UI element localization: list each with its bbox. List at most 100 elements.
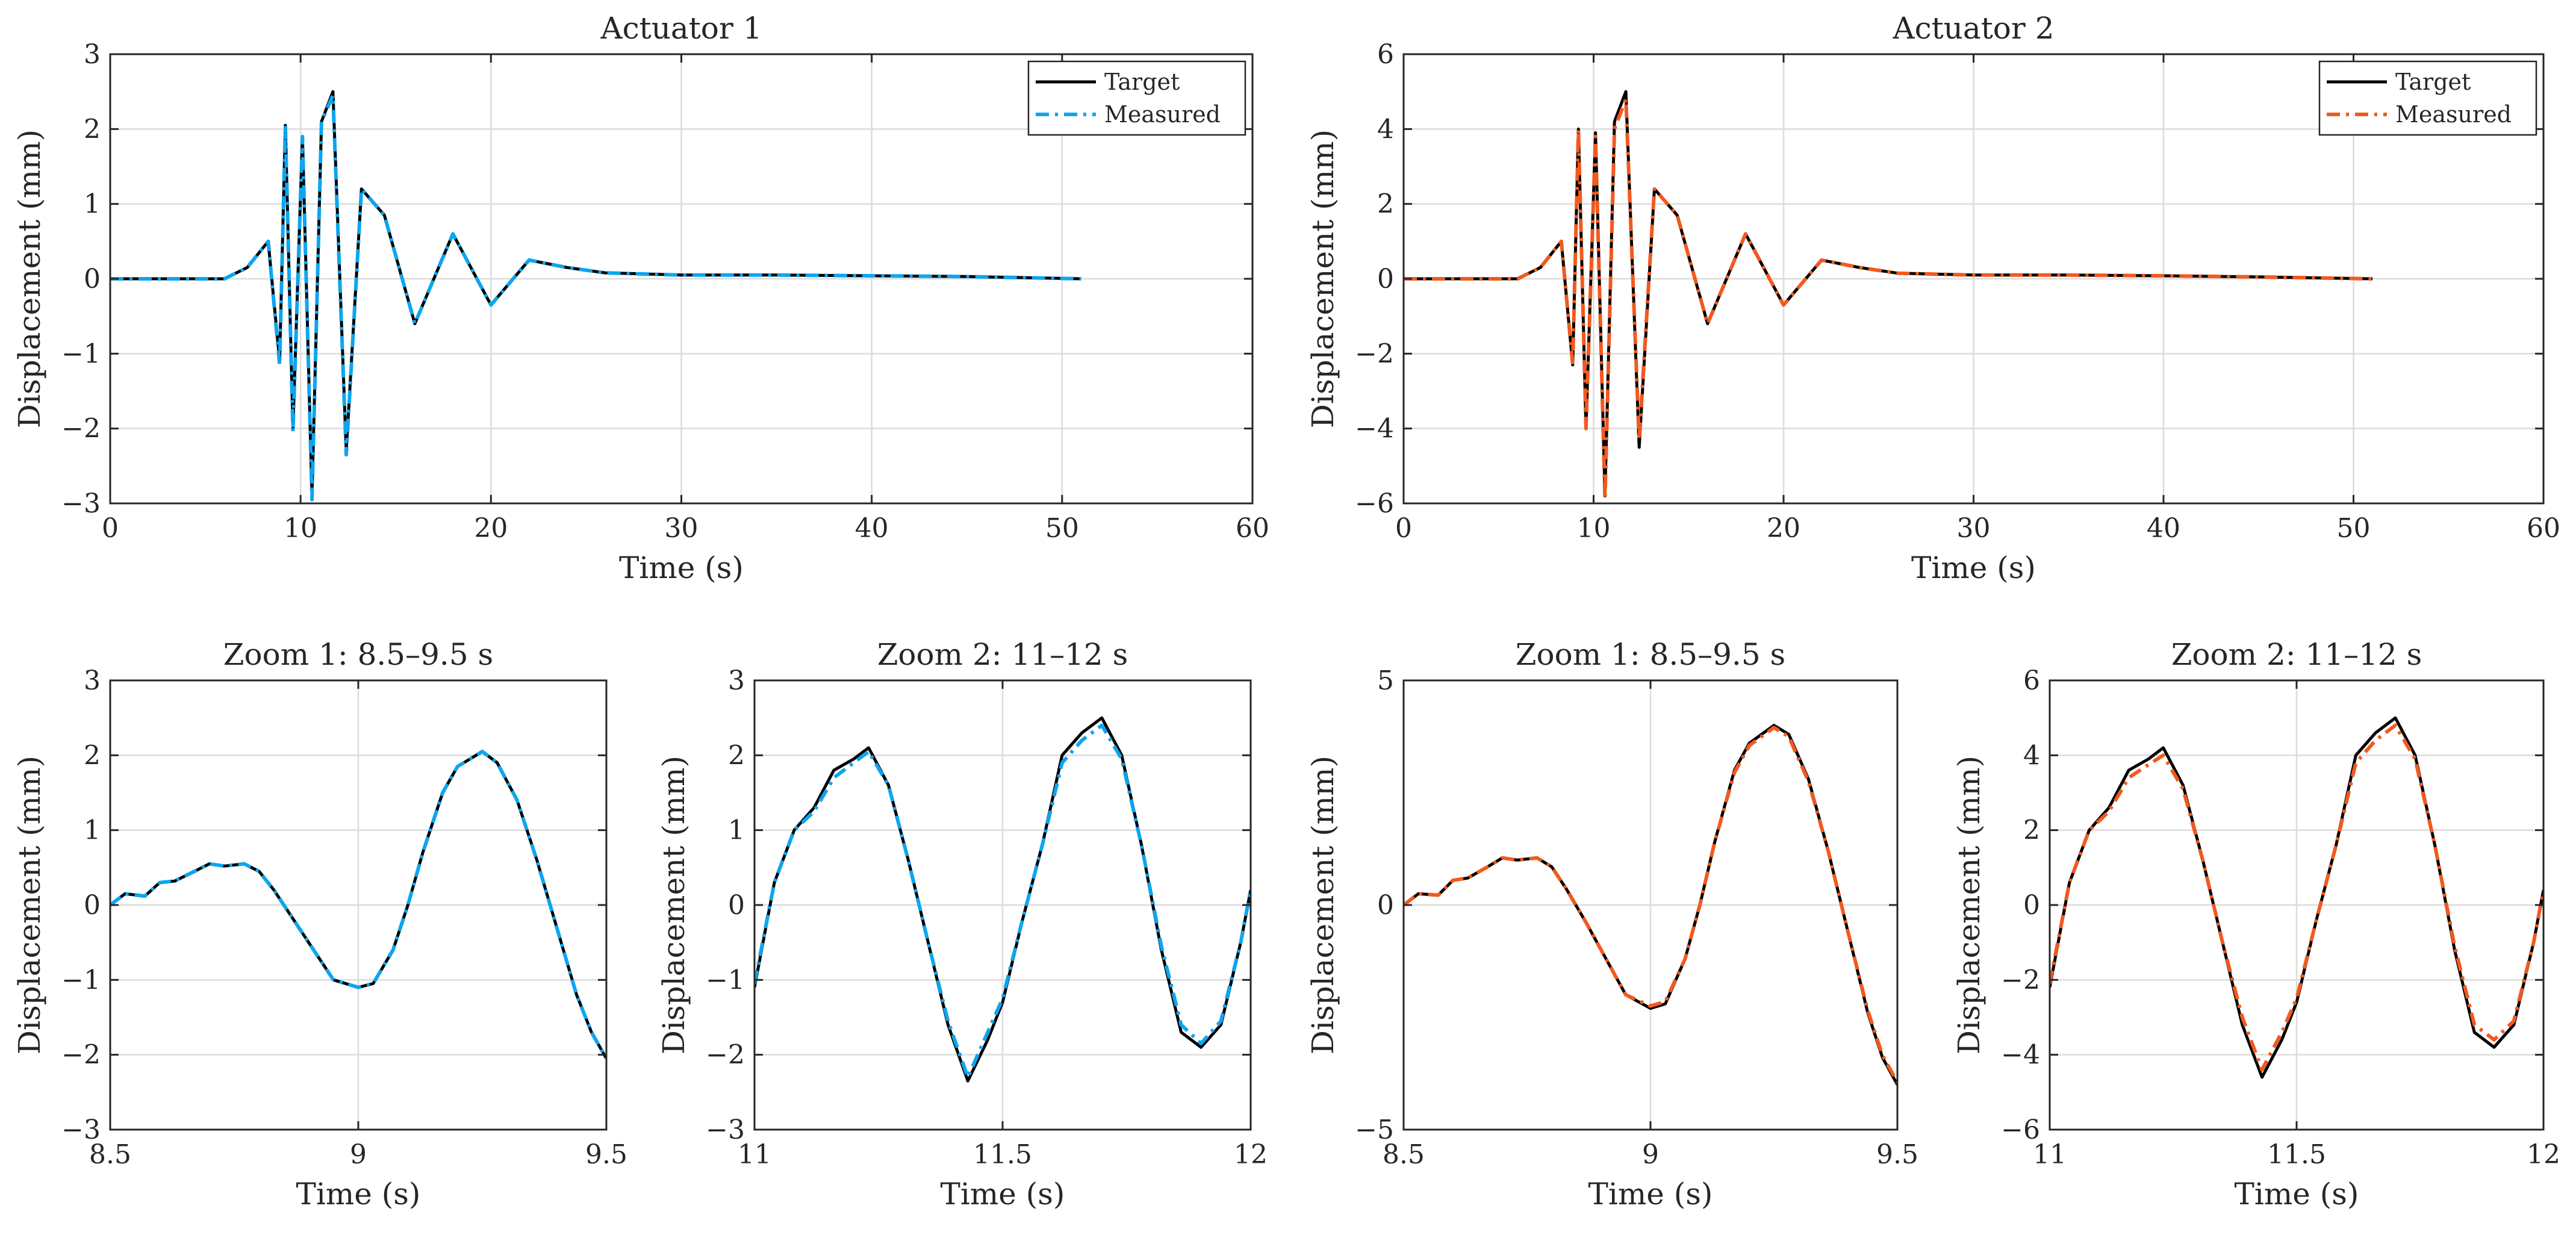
y-tick-label: 0	[1377, 264, 1394, 294]
x-tick-label: 11.5	[973, 1139, 1032, 1170]
x-tick-label: 11	[738, 1139, 771, 1170]
y-axis-label: Displacement (mm)	[1952, 756, 1986, 1054]
x-tick-label: 0	[102, 513, 119, 544]
x-tick-label: 8.5	[89, 1139, 131, 1170]
x-tick-label: 11.5	[2267, 1139, 2326, 1170]
y-tick-label: −5	[1355, 1115, 1394, 1145]
y-tick-label: −3	[706, 1115, 745, 1145]
y-tick-label: 1	[84, 189, 101, 220]
y-tick-label: 3	[728, 665, 745, 696]
y-tick-label: −2	[1355, 338, 1394, 369]
y-tick-label: 1	[728, 815, 745, 846]
y-axis-label: Displacement (mm)	[12, 129, 47, 428]
y-tick-label: −6	[2001, 1115, 2040, 1145]
x-tick-label: 30	[1957, 513, 1991, 544]
x-tick-label: 12	[2527, 1139, 2560, 1170]
chart-actuator-2: 0 10 20 30 40 50 60 −6 −4 −2 0 2 4 6 Actuator 2 Time (s…	[1305, 11, 2560, 585]
series-line-measured	[754, 723, 1251, 1079]
y-tick-label: 4	[2023, 740, 2040, 771]
x-axis-label: Time (s)	[941, 1177, 1065, 1212]
y-tick-label: 2	[84, 740, 101, 771]
x-tick-label: 9	[350, 1139, 367, 1170]
y-tick-label: −4	[2001, 1040, 2040, 1071]
x-axis-label: Time (s)	[296, 1177, 421, 1212]
y-tick-label: 3	[84, 665, 101, 696]
legend-label-target: Target	[1104, 69, 1180, 95]
x-tick-label: 9.5	[585, 1139, 627, 1170]
y-tick-label: −2	[61, 414, 101, 444]
y-tick-label: 0	[84, 890, 101, 921]
y-tick-label: −3	[61, 1115, 101, 1145]
chart-actuator-2-zoom-2: 11 11.5 12 −6 −4 −2 0 2 4 6 Zoom 2: 11–12 s Time (s…	[1952, 637, 2560, 1212]
y-tick-label: 3	[84, 39, 101, 70]
x-tick-label: 40	[855, 513, 889, 544]
y-axis-label: Displacement (mm)	[656, 756, 691, 1054]
y-axis-label: Displacement (mm)	[1305, 129, 1340, 428]
chart-title: Zoom 2: 11–12 s	[877, 637, 1128, 672]
y-axis-label: Displacement (mm)	[1305, 756, 1340, 1054]
chart-title: Zoom 1: 8.5–9.5 s	[223, 637, 493, 672]
legend-box	[1027, 60, 1246, 136]
y-tick-label: −1	[61, 965, 101, 995]
y-tick-label: 6	[1377, 39, 1394, 70]
y-tick-label: 2	[1377, 189, 1394, 220]
y-tick-label: 4	[1377, 114, 1394, 145]
y-tick-label: −2	[706, 1040, 745, 1071]
x-axis-label: Time (s)	[619, 550, 744, 585]
x-tick-label: 60	[2527, 513, 2560, 544]
x-tick-label: 9	[1642, 1139, 1659, 1170]
legend-label-target: Target	[2395, 69, 2471, 95]
y-tick-label: 1	[84, 815, 101, 846]
x-axis-label: Time (s)	[2235, 1177, 2359, 1212]
y-tick-label: 2	[2023, 815, 2040, 846]
x-tick-label: 20	[474, 513, 508, 544]
series-line-measured	[2050, 723, 2543, 1072]
x-tick-label: 40	[2147, 513, 2180, 544]
y-tick-label: 2	[84, 114, 101, 145]
chart-title: Zoom 2: 11–12 s	[2171, 637, 2422, 672]
y-tick-label: 0	[1377, 890, 1394, 921]
x-tick-label: 11	[2033, 1139, 2067, 1170]
x-tick-label: 50	[1045, 513, 1079, 544]
x-tick-label: 12	[1234, 1139, 1268, 1170]
y-tick-label: −2	[61, 1040, 101, 1071]
x-axis-label: Time (s)	[1911, 550, 2036, 585]
y-tick-label: −1	[706, 965, 745, 995]
legend: Target Measured	[1027, 60, 1246, 136]
y-tick-label: 0	[84, 264, 101, 294]
legend-label-measured: Measured	[2395, 101, 2512, 128]
y-tick-label: 0	[728, 890, 745, 921]
series-line-measured	[1404, 97, 2373, 502]
x-tick-label: 9.5	[1876, 1139, 1918, 1170]
y-axis-label: Displacement (mm)	[12, 756, 47, 1054]
y-tick-label: 5	[1377, 665, 1394, 696]
series-line-measured	[1404, 726, 1897, 1084]
y-tick-label: 2	[728, 740, 745, 771]
y-tick-label: −6	[1355, 488, 1394, 519]
x-tick-label: 30	[665, 513, 698, 544]
x-axis-label: Time (s)	[1588, 1177, 1713, 1212]
legend-box	[2318, 60, 2537, 136]
chart-title: Zoom 1: 8.5–9.5 s	[1516, 637, 1785, 672]
x-tick-label: 10	[284, 513, 317, 544]
series-line-measured	[110, 750, 606, 1060]
x-tick-label: 0	[1395, 513, 1412, 544]
y-tick-label: −3	[61, 488, 101, 519]
x-tick-label: 10	[1577, 513, 1611, 544]
y-tick-label: 6	[2023, 665, 2040, 696]
chart-title: Actuator 2	[1892, 11, 2054, 46]
y-tick-label: −1	[61, 338, 101, 369]
chart-actuator-2-zoom-1: 8.5 9 9.5 −5 0 5 Zoom 1: 8.5–9.5 s Time (s) Disp…	[1305, 637, 1918, 1212]
chart-actuator-1: 0 10 20 30 40 50 60 −3 −2 −1 0 1 2 3 Actuator 1 Time (s…	[12, 11, 1269, 585]
x-tick-label: 20	[1767, 513, 1800, 544]
legend-label-measured: Measured	[1104, 101, 1221, 128]
chart-title: Actuator 1	[600, 11, 762, 46]
x-tick-label: 50	[2337, 513, 2371, 544]
chart-actuator-1-zoom-1: 8.5 9 9.5 −3 −2 −1 0 1 2 3 Zoom 1: 8.5–9.5 s Time (…	[12, 637, 627, 1212]
x-tick-label: 8.5	[1383, 1139, 1425, 1170]
legend: Target Measured	[2318, 60, 2537, 136]
y-tick-label: −2	[2001, 965, 2040, 995]
x-tick-label: 60	[1236, 513, 1269, 544]
